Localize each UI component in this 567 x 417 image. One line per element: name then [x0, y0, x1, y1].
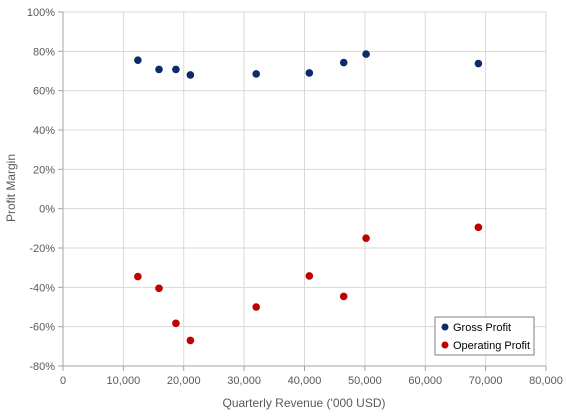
x-tick-label: 50,000	[348, 375, 382, 387]
data-points	[134, 50, 483, 345]
x-tick-label: 80,000	[529, 375, 563, 387]
legend-box	[434, 316, 535, 356]
point-gross-profit	[305, 69, 314, 77]
point-operating-profit	[172, 319, 180, 328]
x-tick-label: 10,000	[107, 375, 141, 387]
x-tick-labels: 0 10,000 20,000 30,000 40,000 50,000 60,000 70,…	[60, 375, 563, 387]
y-tick-label: 100%	[27, 7, 55, 19]
point-gross-profit	[134, 56, 142, 64]
y-tick-label: 40%	[33, 125, 55, 137]
x-tick-label: 0	[60, 375, 66, 387]
point-operating-profit	[134, 272, 142, 281]
y-tick-label: -40%	[29, 282, 55, 294]
legend-marker-operating-profit	[441, 341, 449, 349]
point-operating-profit	[305, 272, 314, 280]
y-tick-label: 20%	[33, 164, 55, 176]
y-tick-label: -80%	[29, 361, 55, 373]
point-gross-profit	[339, 58, 348, 67]
x-tick-label: 30,000	[227, 375, 261, 387]
y-tick-label: 80%	[33, 46, 55, 58]
point-gross-profit	[252, 70, 260, 78]
point-gross-profit	[186, 71, 195, 79]
x-tick-label: 40,000	[288, 375, 322, 387]
x-axis-title: Quarterly Revenue ('000 USD)	[222, 396, 385, 410]
point-operating-profit	[252, 303, 260, 311]
point-gross-profit	[172, 65, 180, 74]
point-operating-profit	[339, 292, 348, 301]
y-tick-label: -20%	[29, 243, 55, 255]
x-tick-label: 60,000	[408, 375, 442, 387]
y-axis-title: Profit Margin	[4, 154, 18, 222]
x-tick-label: 70,000	[469, 375, 503, 387]
y-tick-label: 60%	[33, 86, 55, 98]
point-operating-profit	[155, 284, 163, 293]
point-operating-profit	[474, 223, 483, 232]
legend: Gross Profit Operating Profit	[434, 316, 535, 356]
y-tick-labels: -80% -60% -40% -20% 0% 20% 40% 60% 80% 100%	[27, 7, 55, 373]
point-gross-profit	[155, 65, 163, 74]
point-operating-profit	[186, 336, 195, 345]
gridlines	[63, 11, 547, 367]
axes	[58, 11, 547, 371]
legend-label-gross-profit: Gross Profit	[453, 322, 511, 334]
point-operating-profit	[362, 234, 370, 242]
x-tick-label: 20,000	[167, 375, 201, 387]
legend-marker-gross-profit	[441, 323, 449, 331]
legend-label-operating-profit: Operating Profit	[453, 340, 530, 352]
y-tick-label: 0%	[39, 204, 55, 216]
point-gross-profit	[362, 50, 370, 58]
point-gross-profit	[474, 59, 483, 68]
y-tick-label: -60%	[29, 322, 55, 334]
